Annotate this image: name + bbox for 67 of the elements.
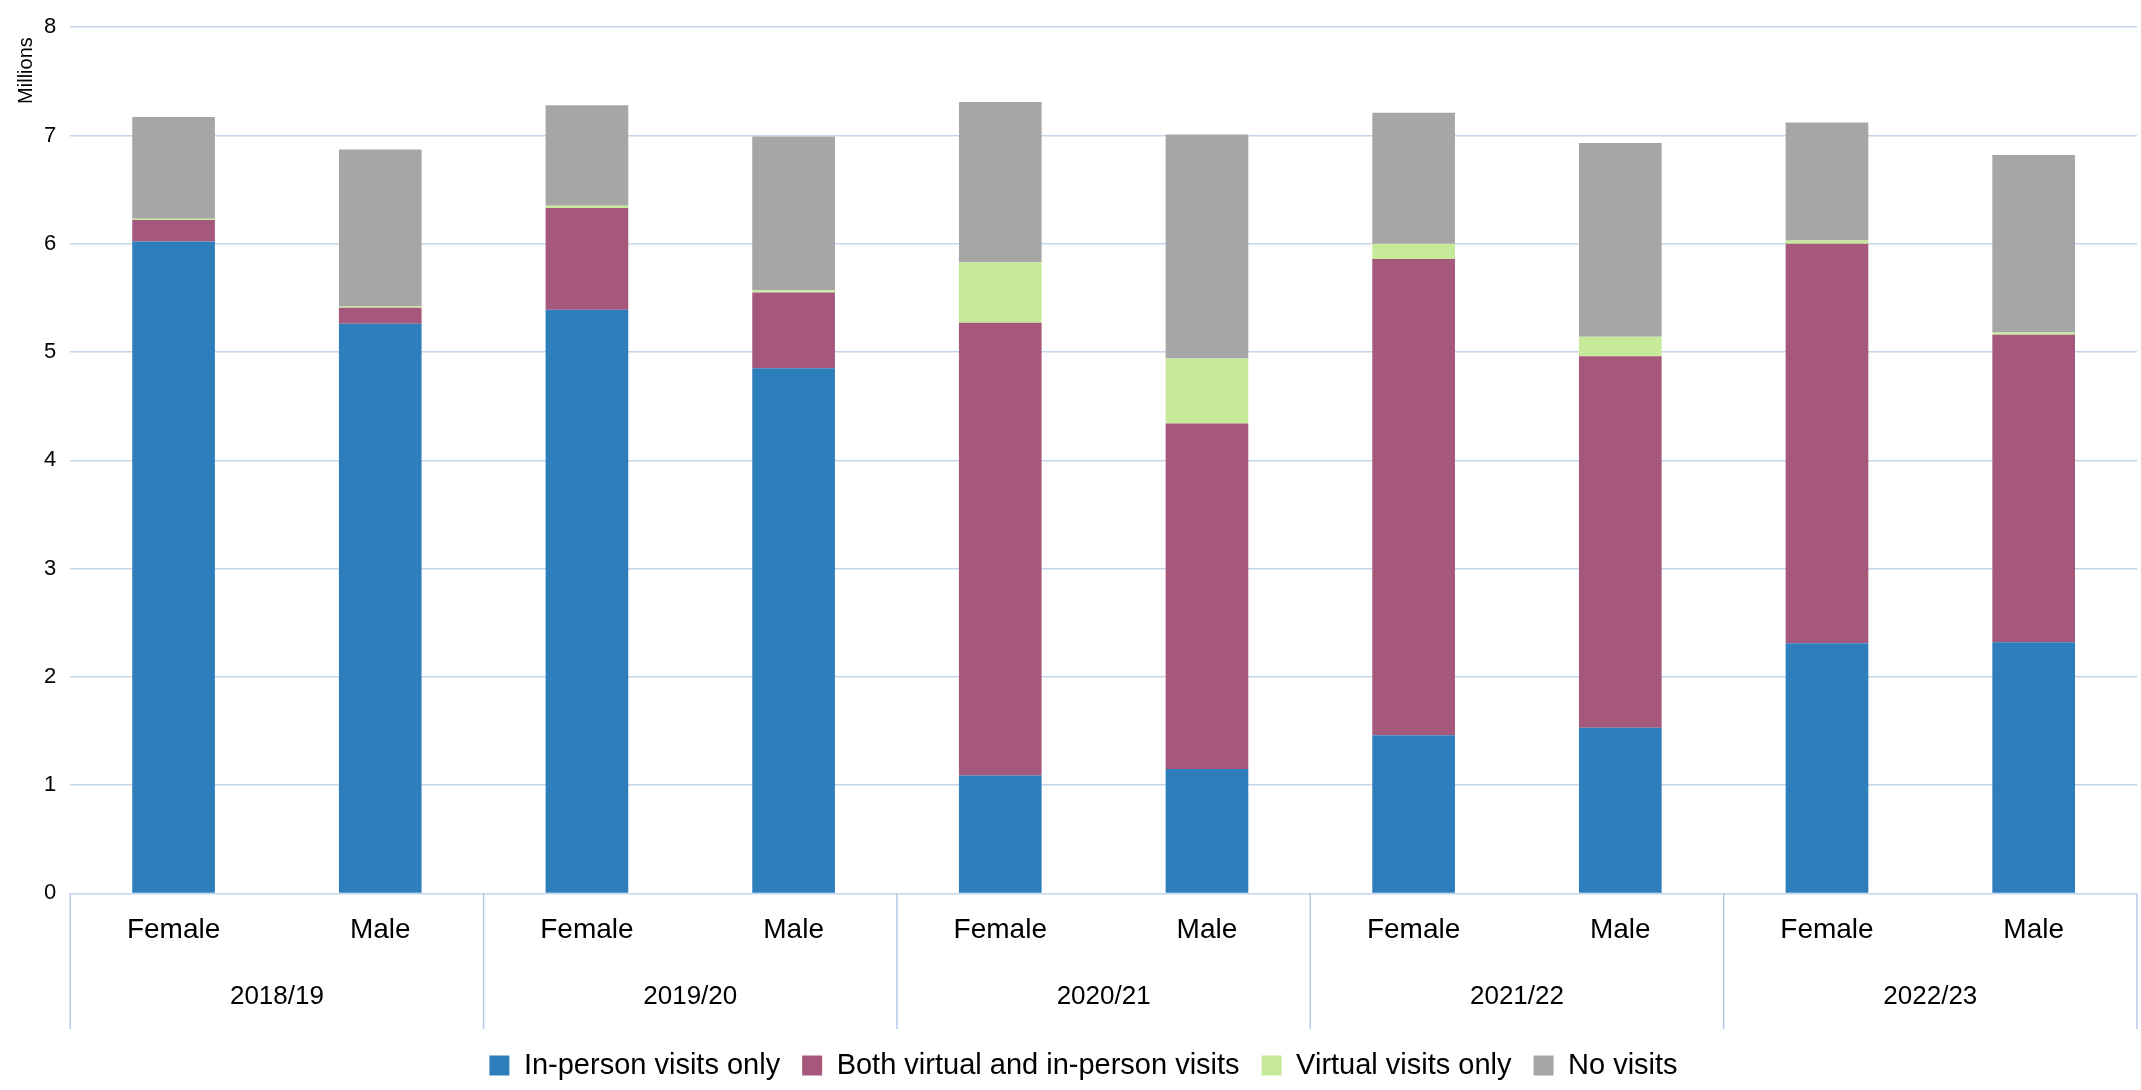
y-axis-title: Millions [13,37,36,104]
legend-label: No visits [1568,1047,1678,1080]
bar [1578,356,1662,728]
bar [132,219,215,242]
bar [1165,768,1249,893]
bar [752,290,835,293]
bar [1992,154,2075,333]
bar [1372,258,1455,736]
x-tick-label: Female [953,912,1047,944]
x-tick-label: Male [1589,912,1651,944]
bar [1785,122,1869,241]
legend-label: Virtual visits only [1296,1047,1513,1080]
bar [752,292,835,369]
y-tick-label: 4 [43,446,57,472]
bar [1372,112,1455,244]
bar [132,241,215,893]
bar [545,105,629,206]
text: 2022/23 [1883,980,1978,1011]
bar [545,309,629,893]
bar [132,117,215,219]
y-tick-label: 2 [43,662,57,688]
bar [752,368,835,893]
x-tick-label: Male [349,912,411,944]
bar [1372,243,1455,259]
bar [1992,332,2075,335]
x-tick-label: Male [1176,912,1238,944]
y-tick-label: 5 [43,338,57,364]
bar [958,101,1042,263]
bar [752,136,835,291]
text: 2021/22 [1469,980,1564,1011]
bar [958,262,1042,323]
bar [1785,240,1869,244]
bar [1165,358,1249,424]
y-tick-label: 3 [43,554,57,580]
x-tick-label: Female [540,912,634,944]
bar [1992,334,2075,643]
bar [1785,643,1869,893]
bar [1578,143,1662,337]
bar [1785,243,1869,644]
x-tick-label: Male [2003,912,2065,944]
bar [958,775,1042,893]
y-tick-label: 0 [43,879,57,905]
y-tick-label: 8 [43,13,57,39]
text: 2019/20 [643,980,738,1011]
y-tick-label: 1 [43,771,57,797]
text: 2018/19 [229,980,324,1011]
bar [1578,336,1662,357]
x-tick-label: Female [1780,912,1874,944]
y-tick-label: 7 [43,121,57,147]
bar [338,307,422,324]
legend-label: Both virtual and in-person visits [836,1047,1240,1080]
text: 2020/21 [1056,980,1151,1011]
bar [1578,727,1662,893]
y-tick-label: 6 [43,229,57,255]
bar [1165,423,1249,769]
x-tick-label: Female [126,912,221,944]
bar [338,323,422,893]
bar [1992,642,2075,893]
legend-label: In-person visits only [523,1047,781,1080]
x-tick-label: Female [1366,912,1461,944]
bar [1165,134,1249,359]
bar [1372,735,1455,893]
bar [545,208,629,310]
bar [338,149,422,307]
bar [545,205,629,209]
bar [958,322,1042,776]
x-tick-label: Male [763,912,824,944]
